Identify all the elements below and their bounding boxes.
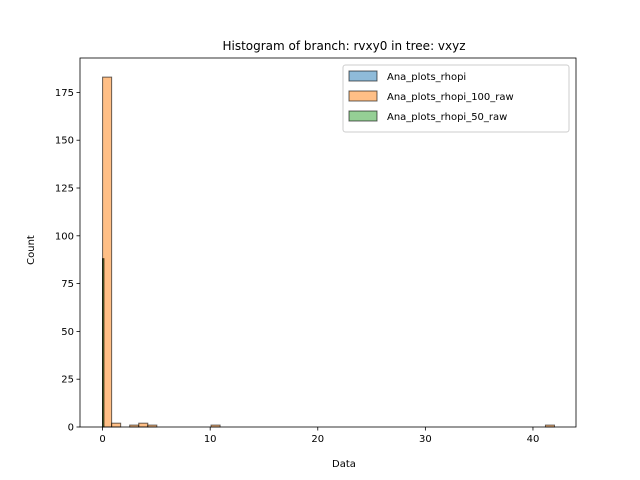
legend-swatch (348, 90, 378, 102)
x-tick-label: 10 (204, 434, 217, 445)
axes-frame (79, 57, 577, 428)
histogram-bar-series-1-bin-1 (111, 422, 122, 428)
histogram-bar-series-1-bin-3 (138, 422, 149, 428)
y-tick-label: 175 (55, 88, 74, 99)
x-axis-label: Data (332, 459, 356, 470)
x-tick-label: 0 (99, 434, 105, 445)
y-axis: 0 25 50 75 100 125 150 175 (55, 88, 80, 434)
y-tick-label: 100 (55, 231, 74, 242)
y-tick-label: 125 (55, 184, 74, 195)
x-tick-label: 20 (311, 434, 324, 445)
y-tick-label: 75 (61, 279, 74, 290)
legend-label: Ana_plots_rhopi_100_raw (387, 92, 514, 103)
x-tick-label: 40 (527, 434, 540, 445)
y-tick-label: 0 (68, 423, 74, 434)
chart-title: Histogram of branch: rvxy0 in tree: vxyz (222, 39, 465, 53)
x-axis: 0 10 20 30 40 (99, 427, 539, 445)
legend-box (342, 64, 570, 133)
legend-label: Ana_plots_rhopi (387, 72, 466, 83)
legend-label: Ana_plots_rhopi_50_raw (387, 112, 507, 123)
y-tick-label: 50 (61, 327, 74, 338)
legend: Ana_plots_rhopi Ana_plots_rhopi_100_raw An… (342, 64, 570, 133)
histogram-bar-series-2-bin-0 (102, 258, 105, 428)
y-axis-label: Count (26, 235, 37, 265)
legend-swatch (348, 70, 378, 82)
y-tick-label: 25 (61, 375, 74, 386)
legend-swatch (348, 110, 378, 122)
x-tick-label: 30 (419, 434, 432, 445)
y-tick-label: 150 (55, 136, 74, 147)
